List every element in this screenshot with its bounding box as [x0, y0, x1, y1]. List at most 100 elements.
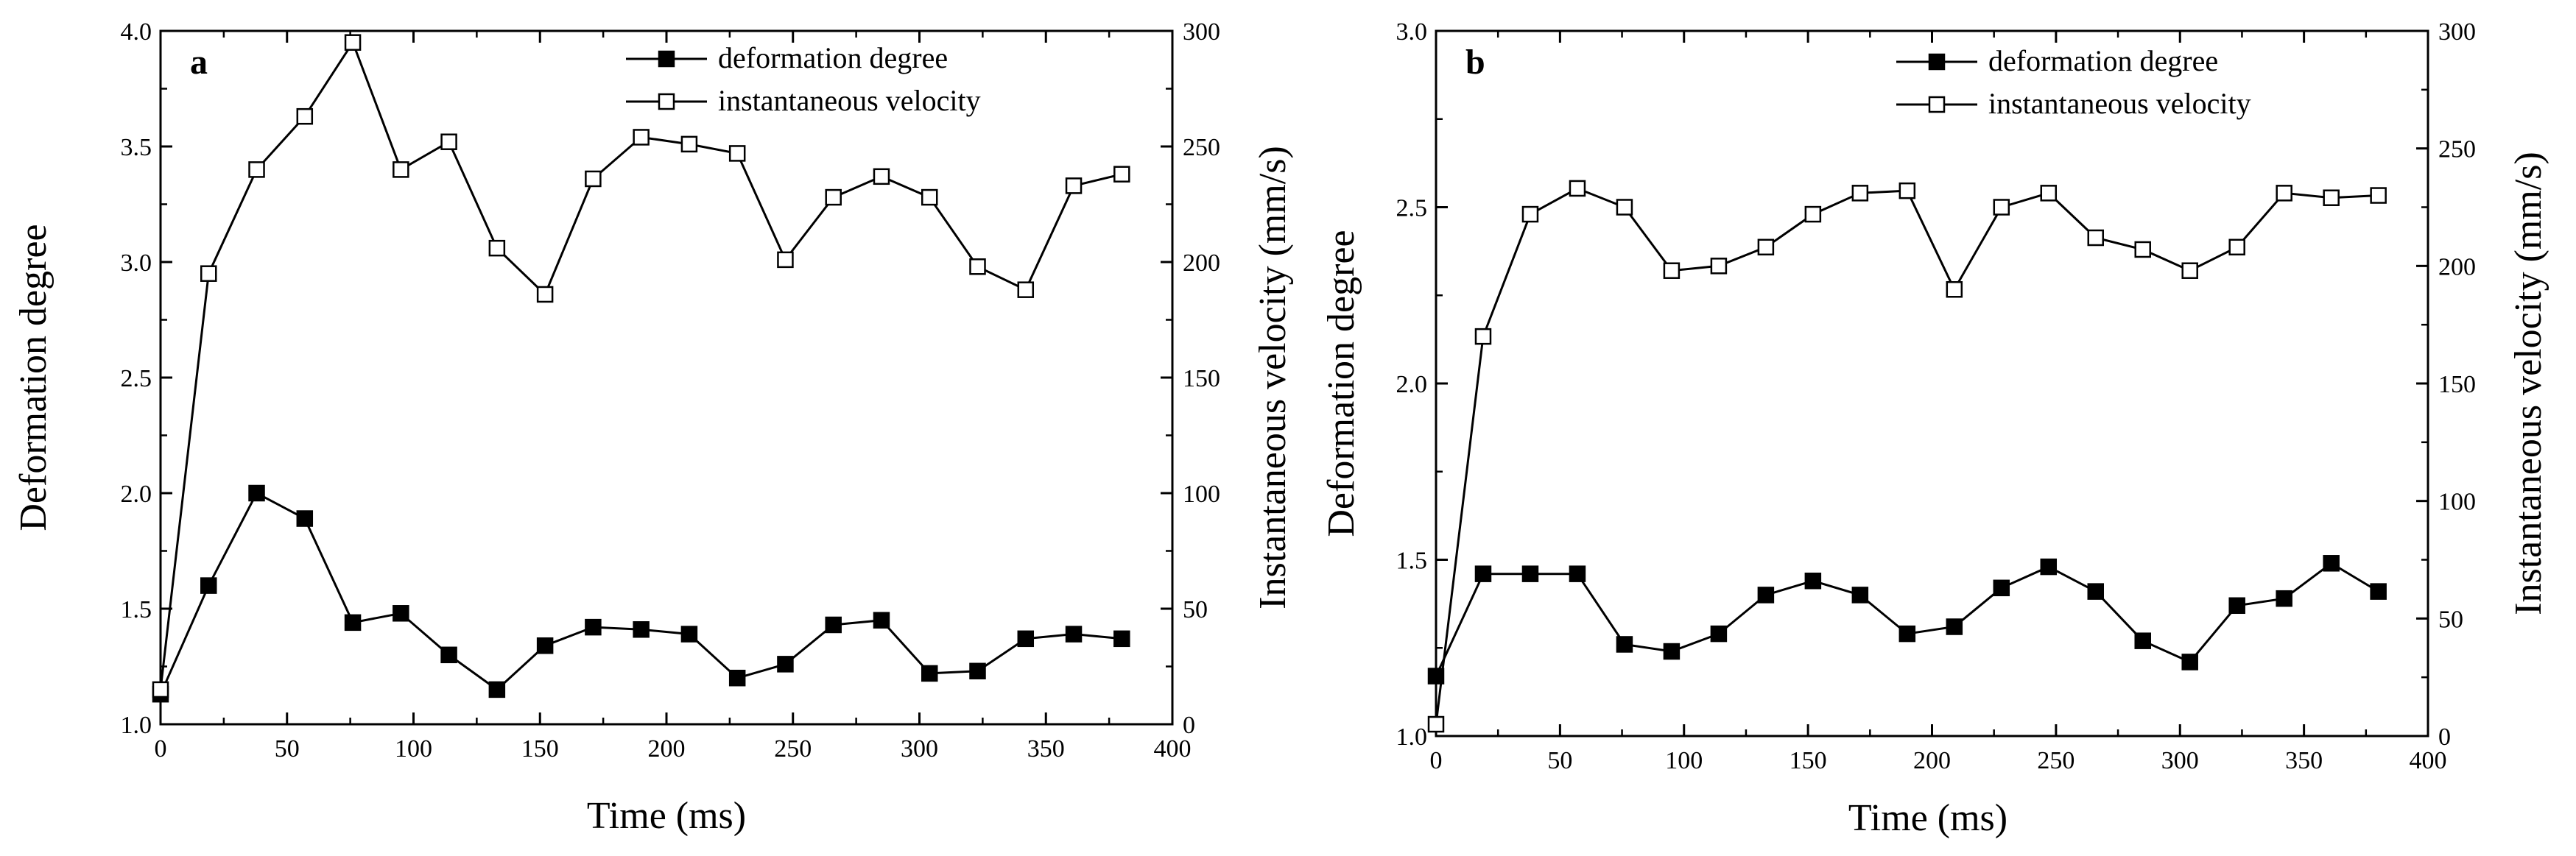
data-point-open — [1946, 281, 1963, 298]
data-point-open — [1710, 258, 1728, 275]
data-point-open — [825, 188, 842, 206]
y-right-tick-label: 200 — [2438, 253, 2476, 280]
x-tick-label: 250 — [2037, 747, 2074, 774]
y-right-tick-label: 200 — [1183, 250, 1220, 277]
data-point-open — [2040, 185, 2058, 202]
data-point-open — [1474, 328, 1492, 345]
data-point-filled — [1017, 630, 1035, 648]
chart-panel-b: 0 50 100 150 200 250 300 350 400 1.0 1.5 2.0 2.5 3.0 0… — [1320, 18, 2549, 839]
data-point-open — [921, 188, 938, 206]
x-tick-label: 350 — [2285, 747, 2323, 774]
data-point-filled — [2040, 558, 2058, 576]
data-point-open — [1427, 715, 1445, 733]
data-point-open — [200, 265, 217, 282]
x-axis-title: Time (ms) — [587, 795, 746, 837]
y-left-tick-label: 1.0 — [1396, 724, 1428, 751]
data-point-filled — [2134, 632, 2151, 649]
data-point-open — [873, 168, 890, 185]
data-point-filled — [1474, 565, 1492, 582]
y-left-tick-label: 2.0 — [121, 481, 152, 508]
data-point-filled — [825, 616, 842, 634]
x-tick-label: 350 — [1027, 735, 1065, 763]
y-right-axis-title: Instantaneous velocity (mm/s) — [1252, 146, 1294, 609]
y-right-tick-label: 0 — [2438, 724, 2451, 751]
x-tick-label: 0 — [155, 735, 167, 763]
y-right-tick-label: 150 — [1183, 365, 1220, 392]
x-tick-label: 400 — [2410, 747, 2447, 774]
y-right-tick-label: 300 — [2438, 18, 2476, 46]
y-left-tick-label: 4.0 — [121, 18, 152, 46]
data-point-open — [680, 135, 698, 153]
x-tick-label: 50 — [1547, 747, 1572, 774]
x-tick-label: 400 — [1154, 735, 1192, 763]
legend-marker — [658, 93, 675, 110]
data-point-filled — [585, 618, 602, 636]
data-point-open — [2370, 187, 2387, 204]
y-right-tick-label: 300 — [1183, 18, 1220, 46]
data-point-open — [969, 258, 986, 275]
y-right-tick-label: 250 — [1183, 134, 1220, 161]
panel-label: a — [190, 43, 208, 82]
x-tick-label: 0 — [1430, 747, 1443, 774]
data-point-open — [536, 286, 554, 303]
data-point-filled — [1993, 579, 2010, 597]
data-point-filled — [2228, 597, 2245, 615]
data-point-open — [585, 170, 602, 188]
data-point-filled — [1804, 572, 1822, 590]
data-point-open — [728, 145, 746, 162]
data-point-open — [344, 34, 362, 51]
data-point-open — [2087, 229, 2105, 247]
legend-label: deformation degree — [1988, 44, 2218, 77]
x-tick-label: 250 — [774, 735, 812, 763]
data-point-filled — [1065, 626, 1083, 643]
data-point-open — [2228, 238, 2245, 256]
y-right-tick-label: 100 — [2438, 489, 2476, 516]
data-point-open — [1804, 205, 1822, 223]
data-point-filled — [344, 614, 362, 632]
data-point-open — [393, 161, 409, 178]
y-left-tick-label: 2.5 — [121, 365, 152, 392]
y-right-tick-label: 250 — [2438, 136, 2476, 163]
data-point-filled — [921, 665, 938, 682]
y-left-tick-label: 3.0 — [1396, 18, 1428, 46]
data-point-filled — [2276, 590, 2292, 607]
data-point-filled — [2087, 583, 2105, 600]
y-left-tick-label: 2.5 — [1396, 195, 1428, 222]
legend-label: deformation degree — [718, 41, 948, 74]
data-point-open — [248, 161, 265, 178]
data-point-filled — [2370, 583, 2387, 600]
data-point-open — [1017, 281, 1035, 298]
x-tick-label: 100 — [1665, 747, 1703, 774]
y-right-tick-label: 100 — [1183, 481, 1220, 508]
data-point-open — [2276, 185, 2292, 202]
y-left-axis-title: Deformation degree — [13, 224, 54, 531]
legend-marker — [1928, 53, 1946, 71]
y-left-tick-label: 1.5 — [1396, 548, 1428, 575]
chart-panel-a: 0 50 100 150 200 250 300 350 400 1.0 1.5 2.0 2.5 3.0 3… — [13, 18, 1294, 837]
data-point-open — [2134, 241, 2151, 258]
data-point-open — [1113, 166, 1130, 183]
x-tick-label: 100 — [395, 735, 432, 763]
data-point-filled — [969, 662, 986, 680]
legend-marker — [658, 50, 675, 68]
data-point-filled — [1663, 643, 1681, 660]
data-point-filled — [1710, 625, 1728, 643]
data-point-open — [296, 107, 314, 125]
x-tick-label: 200 — [1913, 747, 1951, 774]
data-point-open — [1616, 199, 1633, 216]
panel-label: b — [1465, 43, 1485, 82]
y-left-tick-label: 1.5 — [121, 596, 152, 623]
data-point-filled — [200, 577, 217, 594]
data-point-filled — [1898, 625, 1916, 643]
y-right-tick-label: 0 — [1183, 712, 1195, 739]
data-point-open — [488, 239, 506, 257]
legend-label: instantaneous velocity — [718, 84, 981, 117]
x-tick-label: 50 — [275, 735, 300, 763]
y-left-tick-label: 3.0 — [121, 250, 152, 277]
x-tick-label: 200 — [648, 735, 686, 763]
x-tick-label: 300 — [901, 735, 938, 763]
y-left-tick-label: 2.0 — [1396, 371, 1428, 398]
data-point-open — [1663, 262, 1681, 279]
